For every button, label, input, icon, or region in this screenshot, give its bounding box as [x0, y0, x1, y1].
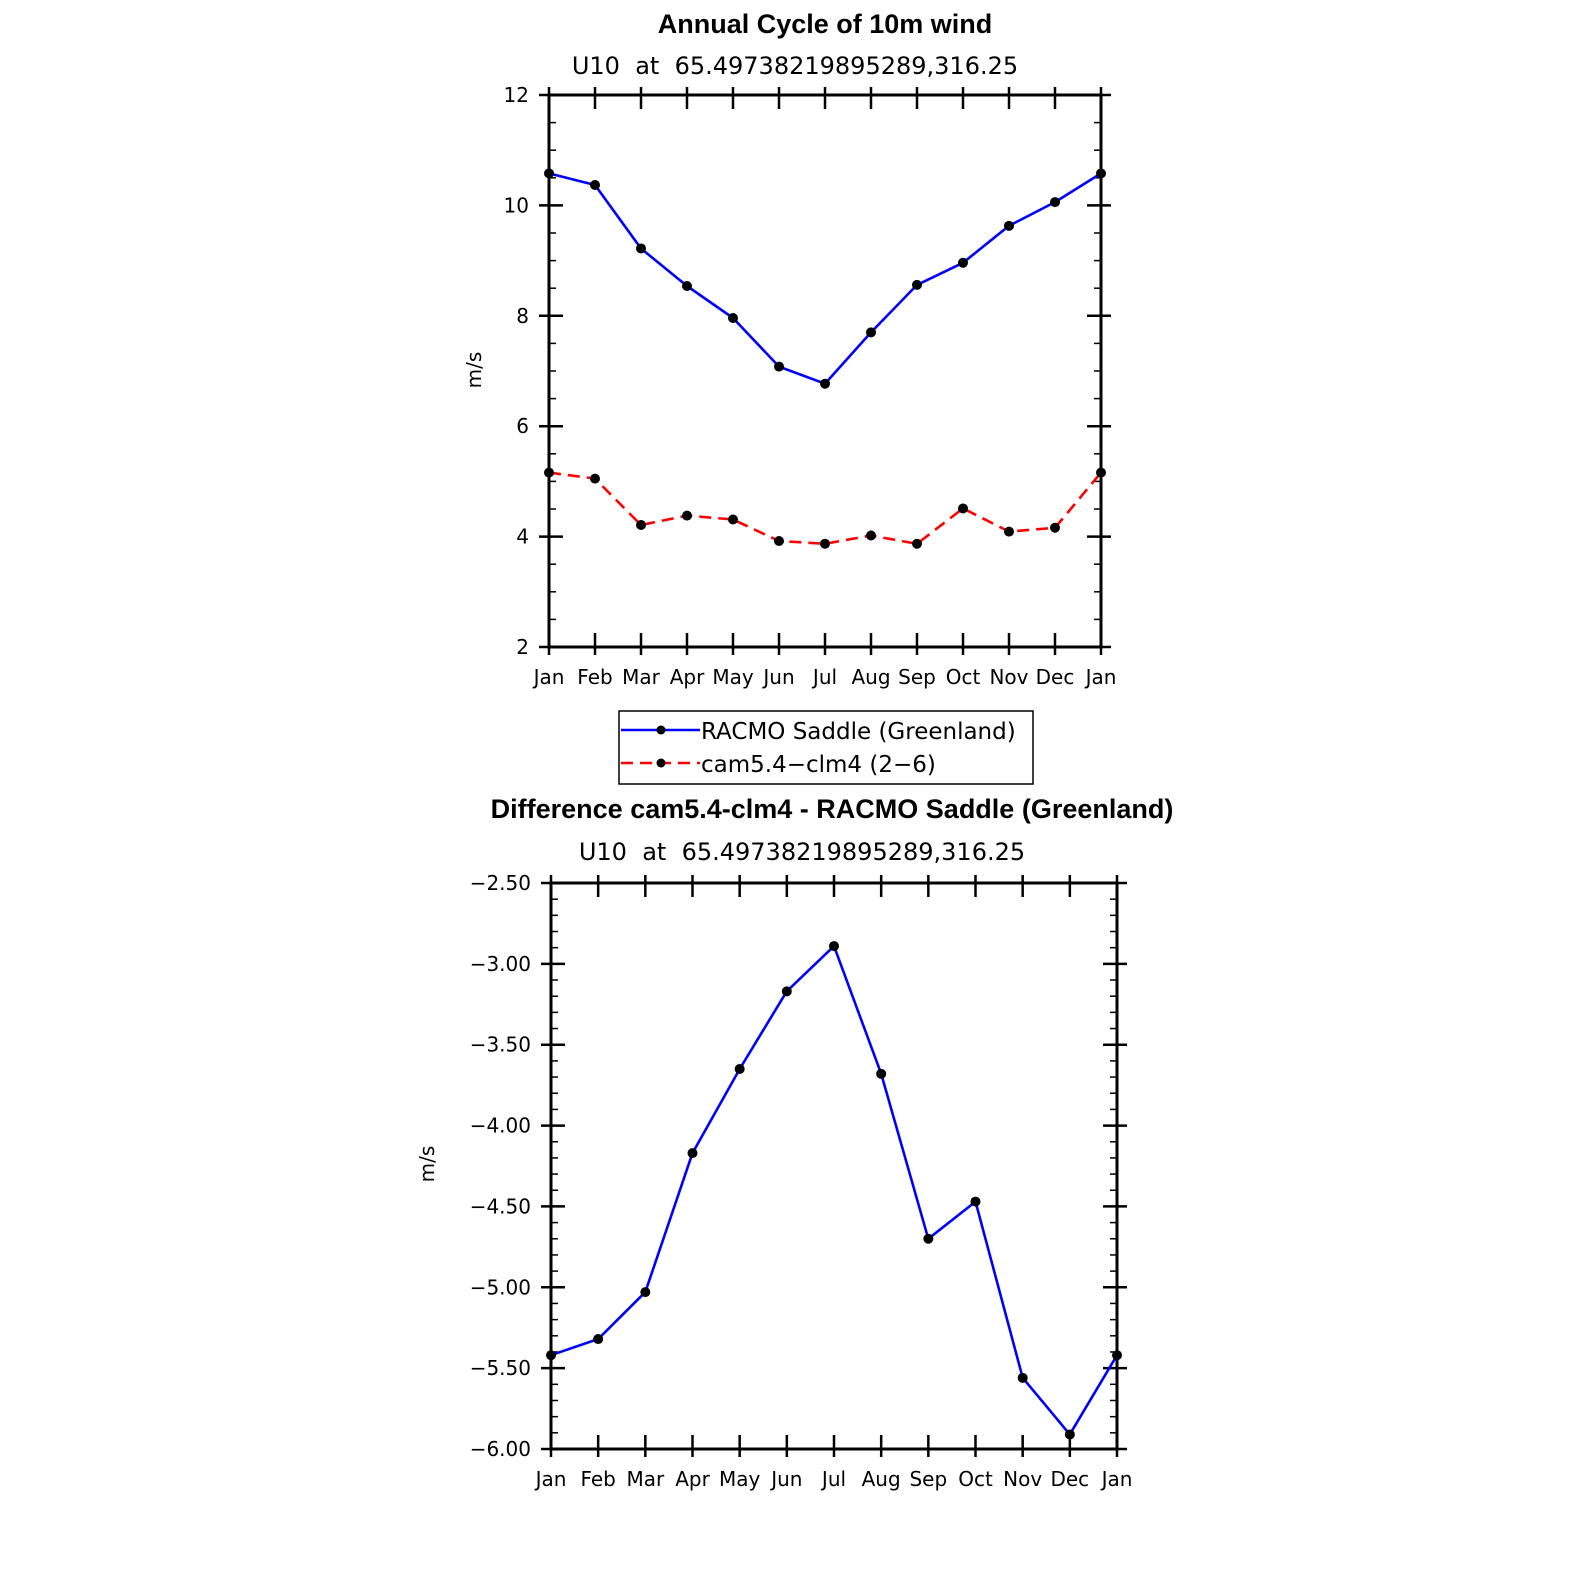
x-tick-label: Mar	[622, 665, 661, 689]
chart2-tick-labels: Jan Feb Mar Apr May Jun Jul Aug Sep Oct Nov Dec Jan−…	[470, 871, 1133, 1491]
x-tick-label: Jan	[1100, 1467, 1133, 1491]
y-tick-label: −6.00	[470, 1437, 531, 1461]
chart1-y-axis-label: m/s	[462, 352, 486, 389]
x-tick-label: Nov	[989, 665, 1028, 689]
y-tick-label: −4.00	[470, 1114, 531, 1138]
chart2-y-axis-label: m/s	[415, 1146, 439, 1183]
data-point	[829, 941, 839, 952]
x-tick-label: Jan	[1084, 665, 1117, 689]
data-point	[923, 1233, 934, 1244]
data-point	[774, 536, 784, 547]
x-tick-label: Sep	[909, 1467, 947, 1491]
data-point	[682, 280, 692, 291]
x-tick-label: Jan	[532, 665, 565, 689]
data-point	[636, 520, 646, 531]
x-tick-label: Apr	[670, 665, 705, 689]
chart1-plot-frame	[547, 93, 1103, 649]
x-tick-label: Nov	[1003, 1467, 1042, 1491]
x-tick-label: Aug	[862, 1467, 901, 1491]
data-point	[820, 538, 830, 549]
data-point	[1017, 1372, 1028, 1383]
series-line-0	[550, 944, 1119, 1436]
legend-label-racmo: RACMO Saddle (Greenland)	[701, 719, 1016, 745]
data-point	[687, 1148, 698, 1159]
data-point	[590, 179, 600, 190]
x-tick-label: Feb	[577, 665, 612, 689]
y-tick-label: 8	[516, 304, 529, 328]
data-point	[1050, 197, 1060, 208]
x-tick-label: Mar	[626, 1467, 665, 1491]
x-tick-label: Dec	[1050, 1467, 1089, 1491]
x-tick-label: Dec	[1036, 665, 1075, 689]
data-point	[958, 503, 968, 514]
chart2-series	[546, 941, 1122, 1440]
difference-chart: Difference cam5.4-clm4 - RACMO Saddle (G…	[415, 794, 1173, 1491]
data-point	[640, 1287, 651, 1298]
data-point	[590, 473, 600, 484]
chart1-legend: RACMO Saddle (Greenland) cam5.4−clm4 (2−…	[618, 710, 1034, 785]
x-tick-label: Jun	[761, 665, 794, 689]
chart1-ticks	[539, 87, 1111, 655]
y-tick-label: 2	[516, 635, 529, 659]
data-point	[1050, 522, 1060, 533]
y-tick-label: −4.50	[470, 1194, 531, 1218]
y-tick-label: −5.50	[470, 1356, 531, 1380]
data-point	[1004, 526, 1014, 537]
data-point	[820, 378, 830, 389]
x-tick-label: Sep	[898, 665, 936, 689]
data-point	[734, 1063, 745, 1074]
y-tick-label: −5.00	[470, 1275, 531, 1299]
data-point	[866, 530, 876, 541]
data-point	[1004, 220, 1014, 231]
y-tick-label: 10	[504, 193, 529, 217]
legend-box	[618, 710, 1034, 785]
y-tick-label: −2.50	[470, 871, 531, 895]
data-point	[866, 327, 876, 338]
legend-marker-cam	[656, 758, 666, 768]
series-line-0	[548, 172, 1102, 386]
y-tick-label: −3.50	[470, 1033, 531, 1057]
x-tick-label: Jul	[820, 1467, 846, 1491]
data-point	[970, 1196, 981, 1207]
data-point	[781, 986, 792, 997]
chart1-series	[544, 168, 1106, 549]
x-tick-label: Jun	[769, 1467, 802, 1491]
y-tick-label: 6	[516, 414, 529, 438]
chart2-subtitle: U10 at 65.49738219895289,316.25	[579, 838, 1025, 866]
chart1-subtitle: U10 at 65.49738219895289,316.25	[572, 52, 1018, 80]
x-tick-label: May	[719, 1467, 761, 1491]
chart2-ticks	[541, 875, 1127, 1457]
x-tick-label: Feb	[580, 1467, 615, 1491]
data-point	[1064, 1429, 1075, 1440]
x-tick-label: Oct	[958, 1467, 993, 1491]
data-point	[593, 1334, 604, 1345]
x-tick-label: Jul	[811, 665, 837, 689]
data-point	[774, 361, 784, 372]
chart2-plot-frame	[549, 881, 1119, 1451]
annual-cycle-chart: Annual Cycle of 10m wind U10 at 65.49738…	[462, 9, 1117, 785]
x-tick-label: May	[712, 665, 754, 689]
legend-label-cam: cam5.4−clm4 (2−6)	[701, 752, 936, 778]
x-tick-label: Aug	[851, 665, 890, 689]
data-point	[728, 313, 738, 324]
chart1-title: Annual Cycle of 10m wind	[658, 9, 993, 39]
data-point	[728, 514, 738, 525]
y-tick-label: 4	[516, 525, 529, 549]
y-tick-label: 12	[504, 83, 529, 107]
data-point	[636, 243, 646, 254]
x-tick-label: Jan	[534, 1467, 567, 1491]
data-point	[876, 1068, 887, 1079]
data-point	[958, 257, 968, 268]
y-tick-label: −3.00	[470, 952, 531, 976]
data-point	[682, 510, 692, 521]
legend-marker-racmo	[656, 725, 666, 735]
x-tick-label: Apr	[675, 1467, 710, 1491]
chart2-title: Difference cam5.4-clm4 - RACMO Saddle (G…	[491, 794, 1174, 824]
series-line-1	[548, 471, 1102, 546]
chart1-tick-labels: Jan Feb Mar Apr May Jun Jul Aug Sep Oct Nov Dec Jan2…	[504, 83, 1117, 689]
data-point	[912, 538, 922, 549]
data-point	[912, 279, 922, 290]
x-tick-label: Oct	[946, 665, 981, 689]
